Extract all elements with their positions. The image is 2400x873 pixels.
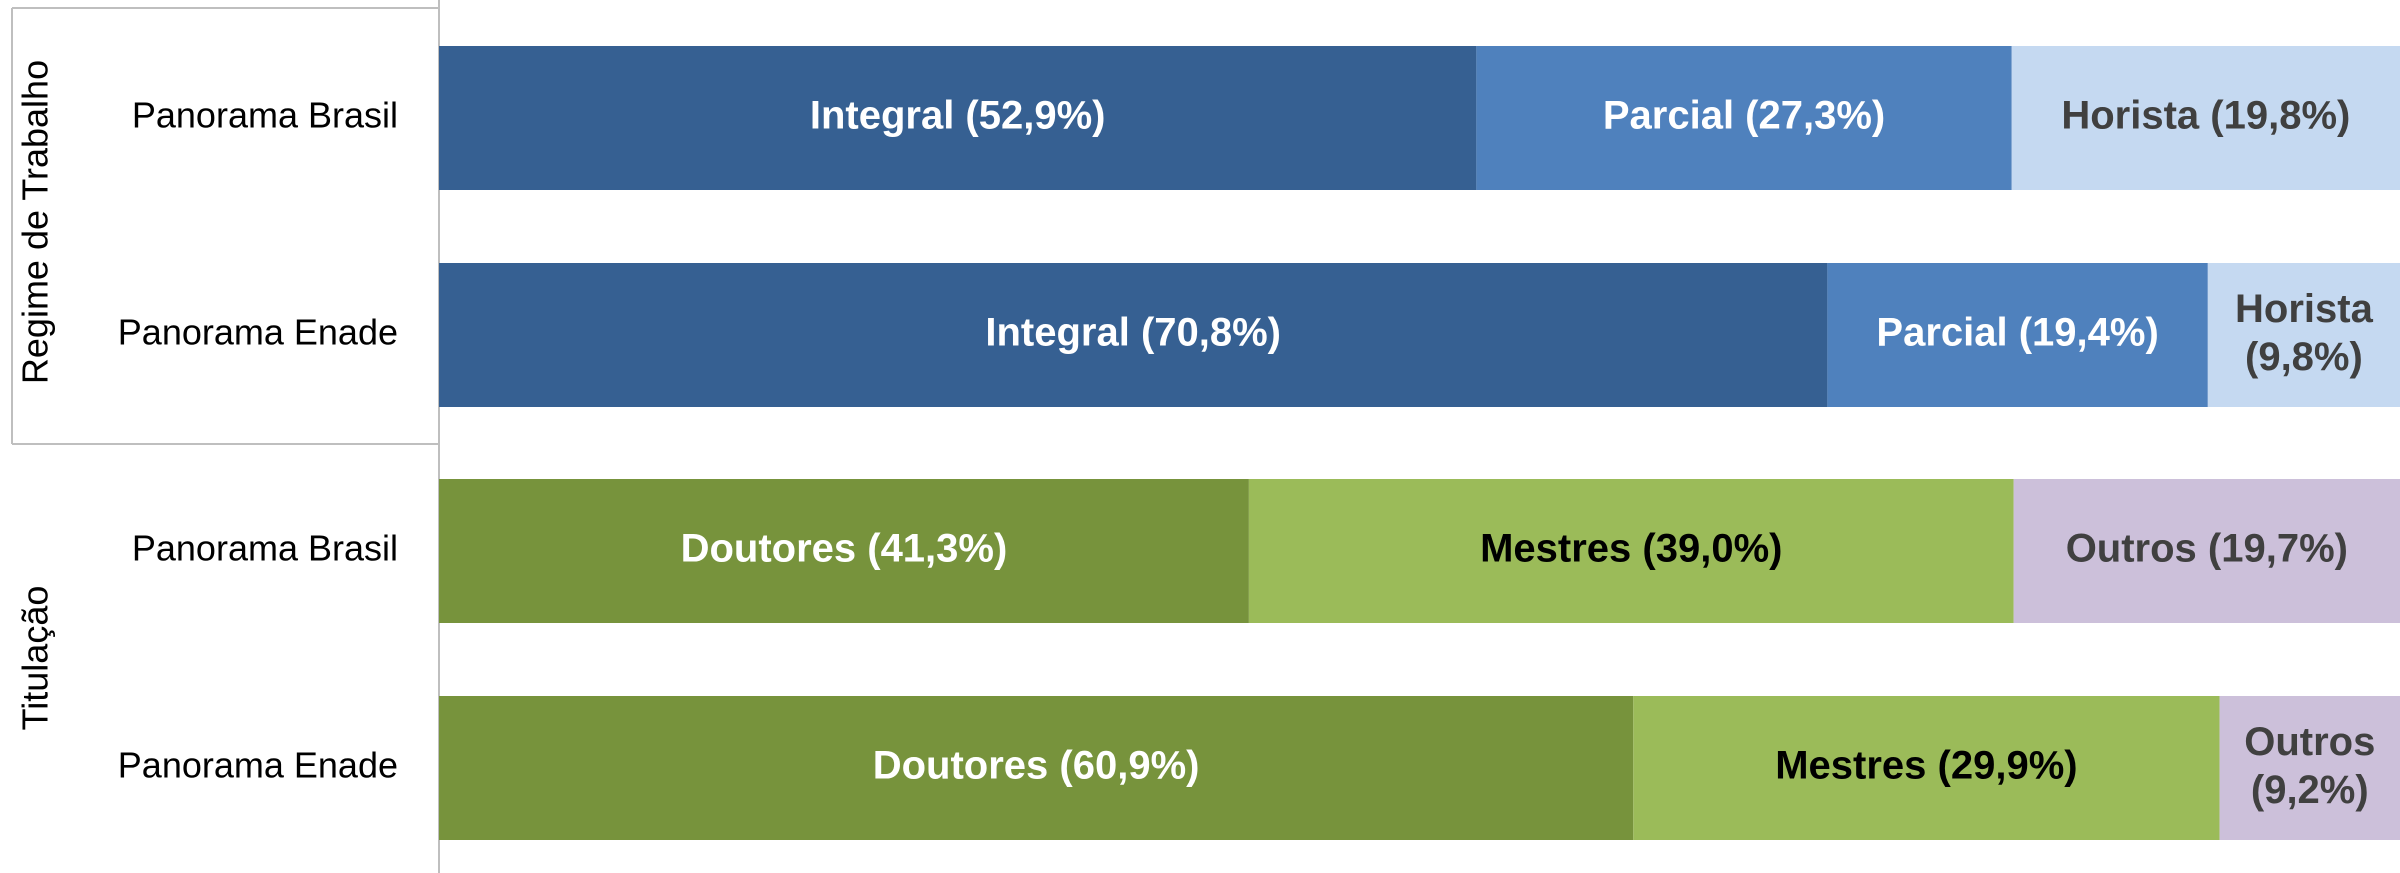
value-label: Outros (19,7%) <box>2066 527 2348 571</box>
bar-segment <box>2219 696 2400 840</box>
bar-segment <box>2207 263 2400 407</box>
group-label: Titulação <box>15 586 56 731</box>
bar-segment <box>1476 46 2012 190</box>
value-label: Integral (52,9%) <box>810 94 1106 138</box>
bar-segment <box>1633 696 2220 840</box>
value-label: Integral (70,8%) <box>985 311 1281 355</box>
value-label: Parcial (19,4%) <box>1876 311 2158 355</box>
value-label: Doutores (60,9%) <box>873 744 1200 788</box>
value-label: Mestres (29,9%) <box>1775 744 2077 788</box>
group-label: Regime de Trabalho <box>15 60 56 384</box>
category-label: Panorama Brasil <box>132 528 398 569</box>
bar-segment <box>2011 46 2400 190</box>
bar-segment <box>439 696 1634 840</box>
value-label: Doutores (41,3%) <box>681 527 1008 571</box>
bar-segment <box>2013 479 2400 623</box>
bar-segment <box>439 263 1828 407</box>
value-label: Outros (9,2%) <box>2244 720 2375 812</box>
category-label: Panorama Enade <box>118 312 398 353</box>
value-label: Parcial (27,3%) <box>1603 94 1885 138</box>
bar-segment <box>439 46 1477 190</box>
category-label: Panorama Enade <box>118 745 398 786</box>
bar-segment <box>439 479 1249 623</box>
category-label: Panorama Brasil <box>132 95 398 136</box>
bar-segment <box>1248 479 2014 623</box>
value-label: Horista (9,8%) <box>2235 287 2374 379</box>
value-label: Horista (19,8%) <box>2061 94 2350 138</box>
value-label: Mestres (39,0%) <box>1480 527 1782 571</box>
bar-segment <box>1827 263 2208 407</box>
